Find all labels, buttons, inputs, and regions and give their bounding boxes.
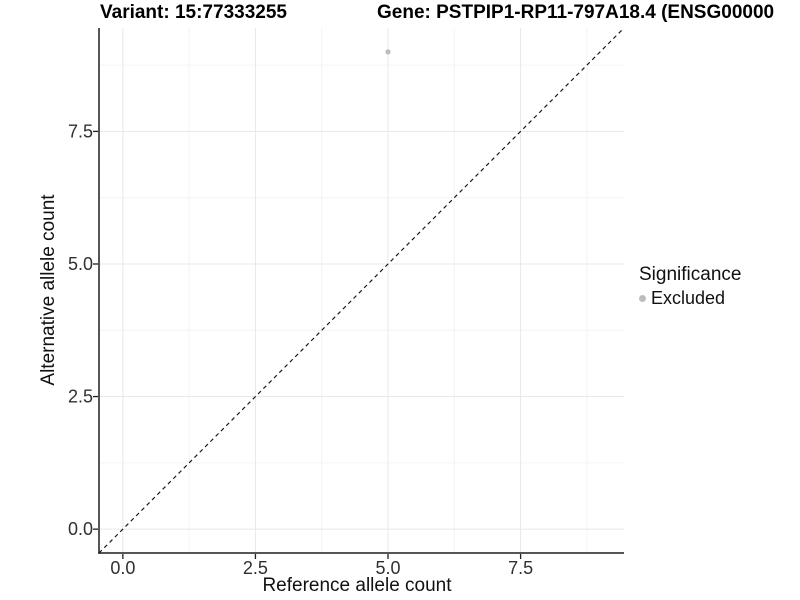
x-tick-label: 5.0 [375,558,400,578]
y-axis-title: Alternative allele count [38,194,59,386]
x-tick-label: 7.5 [508,558,533,578]
legend: Significance Excluded [639,264,741,308]
y-tick-label: 5.0 [68,254,93,274]
x-tick-label: 0.0 [110,558,135,578]
legend-item-excluded: Excluded [639,288,741,308]
plot-title-variant: Variant: 15:77333255 [100,2,287,23]
identity-reference-line [98,27,625,554]
legend-point-marker-icon [639,294,646,302]
data-point-excluded [385,49,391,55]
legend-item-label: Excluded [651,288,726,308]
plot-title-gene: Gene: PSTPIP1-RP11-797A18.4 (ENSG00000 [377,2,775,23]
y-tick-label: 2.5 [68,387,93,407]
x-tick-label: 2.5 [243,558,268,578]
legend-title: Significance [639,264,742,285]
x-axis-title: Reference allele count [262,575,452,596]
y-tick-label: 7.5 [68,121,93,141]
y-tick-label: 0.0 [68,519,93,539]
